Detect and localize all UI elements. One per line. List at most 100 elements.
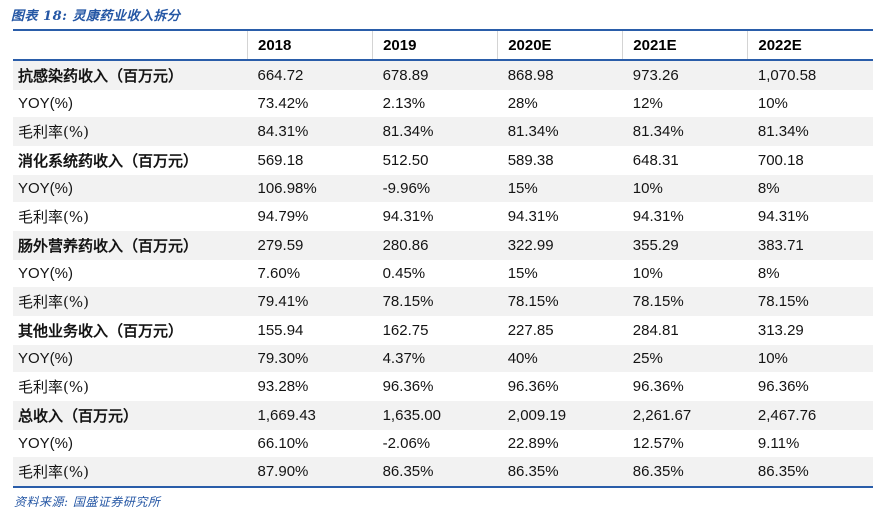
cell-value: 2.13% xyxy=(382,95,426,112)
cell-value: 2,261.67 xyxy=(632,407,692,424)
cell-value: 94.31% xyxy=(382,208,434,225)
cell-value: 94.31% xyxy=(632,208,684,225)
cell-value: 96.36% xyxy=(507,378,559,395)
cell-value: 96.36% xyxy=(757,378,809,395)
table-row: 毛利率(%) 93.28% 96.36% 96.36% 96.36% 96.36% xyxy=(13,372,873,401)
cell-value: 678.89 xyxy=(382,67,429,84)
cell-value: 81.34% xyxy=(507,123,559,140)
cell-value: 9.11% xyxy=(757,435,800,452)
cell-value: 162.75 xyxy=(382,322,429,339)
cell-value: 10% xyxy=(632,265,663,282)
revenue-table: 2018 2019 2020E 2021E 2022E 抗感染药收入（百万元） 664.7… xyxy=(13,29,873,488)
cell-value: 700.18 xyxy=(757,152,804,169)
cell-value: 81.34% xyxy=(757,123,809,140)
cell-value: 79.30% xyxy=(257,350,309,367)
cell-value: 93.28% xyxy=(257,378,309,395)
cell-value: 78.15% xyxy=(507,293,559,310)
header-cell-2018: 2018 xyxy=(246,30,373,60)
cell-value: 284.81 xyxy=(632,322,679,339)
cell-value: 78.15% xyxy=(632,293,684,310)
table-row: 抗感染药收入（百万元） 664.72 678.89 868.98 973.26 1,070… xyxy=(13,60,873,90)
cell-value: 81.34% xyxy=(382,123,434,140)
cell-value: 12% xyxy=(632,95,663,112)
cell-value: 0.45% xyxy=(382,265,426,282)
cell-value: 96.36% xyxy=(382,378,434,395)
cell-value: 155.94 xyxy=(257,322,304,339)
cell-value: 15% xyxy=(507,180,538,197)
row-label: 毛利率(%) xyxy=(18,293,89,311)
cell-value: 94.31% xyxy=(757,208,809,225)
cell-value: 10% xyxy=(757,95,788,112)
cell-value: 81.34% xyxy=(632,123,684,140)
row-label: YOY(%) xyxy=(18,350,74,367)
cell-value: 12.57% xyxy=(632,435,684,452)
row-label: 毛利率(%) xyxy=(18,378,89,396)
row-label: 毛利率(%) xyxy=(18,123,89,141)
cell-value: 279.59 xyxy=(257,237,304,254)
cell-value: 86.35% xyxy=(757,463,809,480)
cell-value: 86.35% xyxy=(382,463,434,480)
cell-value: 79.41% xyxy=(257,293,309,310)
cell-value: 569.18 xyxy=(257,152,304,169)
row-label: 消化系统药收入（百万元） xyxy=(18,153,199,170)
cell-value: 7.60% xyxy=(257,265,301,282)
cell-value: 78.15% xyxy=(382,293,434,310)
cell-value: 868.98 xyxy=(507,67,554,84)
table-row: 毛利率(%) 87.90% 86.35% 86.35% 86.35% 86.35% xyxy=(13,457,873,487)
row-label: 其他业务收入（百万元） xyxy=(18,323,184,340)
cell-value: 227.85 xyxy=(507,322,554,339)
cell-value: 78.15% xyxy=(757,293,809,310)
row-label: 抗感染药收入（百万元） xyxy=(18,68,184,85)
cell-value: 10% xyxy=(757,350,788,367)
table-row: 其他业务收入（百万元） 155.94 162.75 227.85 284.81 313.2… xyxy=(13,316,873,345)
row-label: 毛利率(%) xyxy=(18,463,89,481)
table-row: YOY(%) 106.98% -9.96% 15% 10% 8% xyxy=(13,175,873,202)
cell-value: 322.99 xyxy=(507,237,554,254)
row-label: YOY(%) xyxy=(18,265,74,282)
cell-value: 8% xyxy=(757,180,780,197)
table-row: YOY(%) 79.30% 4.37% 40% 25% 10% xyxy=(13,345,873,372)
table-row: 肠外营养药收入（百万元） 279.59 280.86 322.99 355.29 383.… xyxy=(13,231,873,260)
row-label: 肠外营养药收入（百万元） xyxy=(18,238,199,255)
cell-value: 96.36% xyxy=(632,378,684,395)
cell-value: 313.29 xyxy=(757,322,804,339)
cell-value: 40% xyxy=(507,350,538,367)
cell-value: 664.72 xyxy=(257,67,304,84)
cell-value: -2.06% xyxy=(382,435,431,452)
cell-value: 25% xyxy=(632,350,663,367)
header-cell-2019: 2019 xyxy=(372,30,498,60)
cell-value: 84.31% xyxy=(257,123,309,140)
cell-value: 383.71 xyxy=(757,237,804,254)
cell-value: 86.35% xyxy=(507,463,559,480)
cell-value: 66.10% xyxy=(257,435,309,452)
table-row: YOY(%) 73.42% 2.13% 28% 12% 10% xyxy=(13,90,873,117)
cell-value: 8% xyxy=(757,265,780,282)
figure-title: 图表 18: 灵康药业收入拆分 xyxy=(11,9,181,24)
cell-value: 73.42% xyxy=(257,95,309,112)
cell-value: 1,070.58 xyxy=(757,67,817,84)
header-cell-label xyxy=(13,30,248,60)
table-row: 毛利率(%) 84.31% 81.34% 81.34% 81.34% 81.34% xyxy=(13,117,873,146)
cell-value: 1,635.00 xyxy=(382,407,441,424)
header-cell-2020E: 2020E xyxy=(497,30,623,60)
cell-value: 280.86 xyxy=(382,237,429,254)
cell-value: 22.89% xyxy=(507,435,559,452)
cell-value: 355.29 xyxy=(632,237,679,254)
cell-value: 10% xyxy=(632,180,663,197)
cell-value: 86.35% xyxy=(632,463,684,480)
cell-value: 2,467.76 xyxy=(757,407,817,424)
table-row: 消化系统药收入（百万元） 569.18 512.50 589.38 648.31 700.… xyxy=(13,146,873,175)
cell-value: 106.98% xyxy=(257,180,317,197)
cell-value: 94.79% xyxy=(257,208,309,225)
table-row: 毛利率(%) 79.41% 78.15% 78.15% 78.15% 78.15% xyxy=(13,287,873,316)
cell-value: -9.96% xyxy=(382,180,431,197)
header-cell-2022E: 2022E xyxy=(747,30,873,60)
table-row: 毛利率(%) 94.79% 94.31% 94.31% 94.31% 94.31% xyxy=(13,202,873,231)
table-row: 总收入（百万元） 1,669.43 1,635.00 2,009.19 2,261.67… xyxy=(13,401,873,430)
table-row: YOY(%) 7.60% 0.45% 15% 10% 8% xyxy=(13,260,873,287)
row-label: 毛利率(%) xyxy=(18,208,89,226)
cell-value: 1,669.43 xyxy=(257,407,316,424)
cell-value: 87.90% xyxy=(257,463,309,480)
header-cell-2021E: 2021E xyxy=(622,30,748,60)
